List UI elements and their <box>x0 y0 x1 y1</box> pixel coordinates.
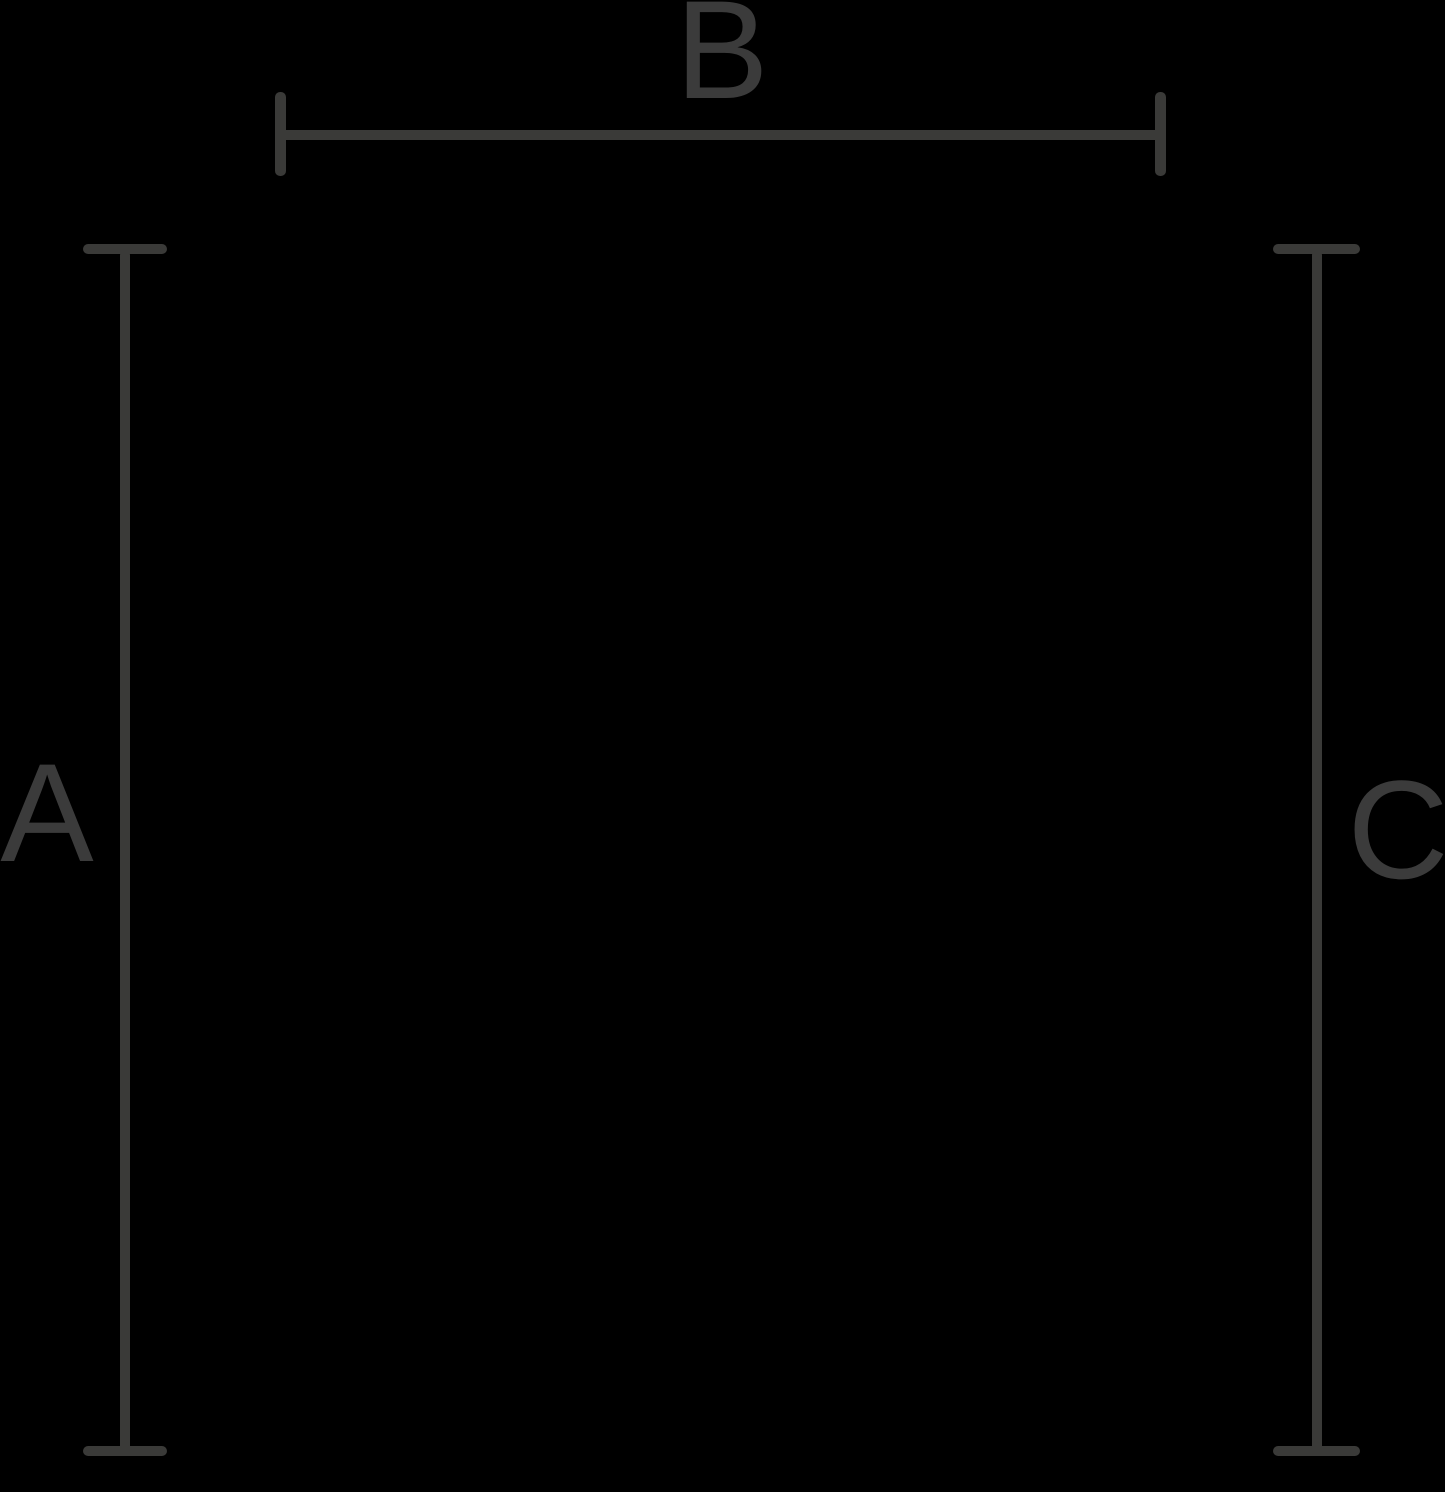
dimension-endcap-c-bottom <box>1273 1446 1360 1456</box>
dimension-label-b: B <box>675 0 769 128</box>
dimension-line-b <box>280 130 1161 140</box>
dimension-endcap-c-top <box>1273 244 1360 254</box>
dimension-line-a <box>120 250 130 1451</box>
dimension-endcap-a-bottom <box>83 1446 167 1456</box>
dimension-endcap-a-top <box>83 244 167 254</box>
dimension-line-c <box>1312 250 1322 1451</box>
dimension-endcap-b-right <box>1155 92 1166 176</box>
dimension-label-c: C <box>1347 751 1445 908</box>
dimension-endcap-b-left <box>275 92 286 176</box>
dimension-label-a: A <box>0 734 94 891</box>
